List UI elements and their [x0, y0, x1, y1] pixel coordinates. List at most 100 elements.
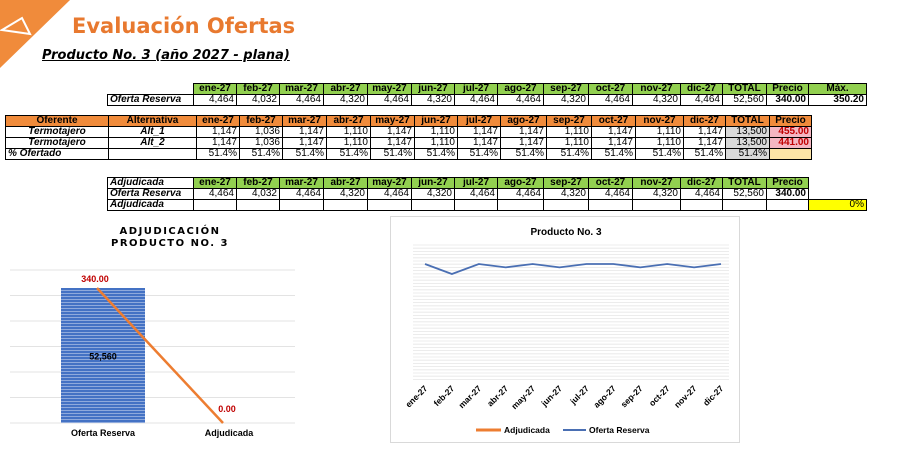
pct-label-cell[interactable]: % Ofertado	[5, 148, 109, 160]
value-cell[interactable]: 1,147	[457, 126, 501, 138]
empty-cell[interactable]	[543, 199, 589, 211]
empty-cell[interactable]	[236, 199, 280, 211]
value-cell[interactable]: 1,147	[370, 126, 415, 138]
precio-cell[interactable]: 441.00	[769, 137, 812, 149]
empty-cell[interactable]	[411, 199, 455, 211]
alternativa-cell[interactable]: Alt_2	[108, 137, 197, 149]
pct-cell[interactable]: 51.4%	[239, 148, 283, 160]
value-cell[interactable]: 4,032	[236, 94, 280, 106]
value-cell[interactable]: 4,320	[632, 94, 681, 106]
producto-chart-frame: Producto No. 3 ene-27 feb-27 mar-27 abr-27 ma…	[390, 216, 740, 443]
value-cell[interactable]: 4,464	[680, 94, 723, 106]
value-cell[interactable]: 1,147	[500, 126, 547, 138]
empty-cell[interactable]	[722, 199, 767, 211]
value-cell[interactable]: 4,464	[588, 188, 633, 200]
adjudicada-table: Adjudicada ene-27 feb-27 mar-27 abr-27 m…	[107, 177, 867, 211]
value-cell[interactable]: 1,110	[635, 126, 684, 138]
pct-cell[interactable]: 51.4%	[457, 148, 501, 160]
value-cell[interactable]: 1,110	[635, 137, 684, 149]
value-cell[interactable]: 1,036	[239, 137, 283, 149]
value-cell[interactable]: 4,464	[454, 188, 498, 200]
value-cell[interactable]: 4,032	[236, 188, 280, 200]
row-label[interactable]: Oferta Reserva	[107, 188, 194, 200]
value-cell[interactable]: 4,320	[411, 94, 455, 106]
value-cell[interactable]: 1,147	[683, 137, 726, 149]
empty-cell[interactable]	[766, 199, 809, 211]
value-cell[interactable]: 1,110	[414, 137, 458, 149]
value-cell[interactable]: 4,320	[543, 188, 589, 200]
alternativa-cell[interactable]: Alt_1	[108, 126, 197, 138]
value-cell[interactable]: 1,110	[326, 126, 371, 138]
row-label[interactable]: Adjudicada	[107, 199, 194, 211]
pct-total-cell[interactable]: 51.4%	[725, 148, 770, 160]
value-cell[interactable]: 4,320	[632, 188, 681, 200]
precio-cell[interactable]: 340.00	[766, 188, 809, 200]
pct-cell[interactable]: 51.4%	[546, 148, 592, 160]
max-cell[interactable]: 350.20	[808, 94, 867, 106]
value-cell[interactable]: 4,320	[323, 94, 368, 106]
empty-cell[interactable]	[454, 199, 498, 211]
value-cell[interactable]: 1,147	[500, 137, 547, 149]
value-cell[interactable]: 4,464	[279, 188, 324, 200]
empty-cell[interactable]	[367, 199, 412, 211]
empty-cell[interactable]	[588, 199, 633, 211]
value-cell[interactable]: 1,147	[683, 126, 726, 138]
value-cell[interactable]: 1,110	[414, 126, 458, 138]
oferente-cell[interactable]: Termotajero	[5, 137, 109, 149]
value-cell[interactable]: 1,147	[196, 126, 240, 138]
pct-cell[interactable]: 51.4%	[370, 148, 415, 160]
pct-cell[interactable]: 0%	[808, 199, 867, 211]
value-cell[interactable]: 4,464	[193, 188, 237, 200]
oferente-cell[interactable]: Termotajero	[5, 126, 109, 138]
month-header: jul-27	[454, 83, 498, 95]
value-cell[interactable]: 1,147	[370, 137, 415, 149]
total-cell[interactable]: 52,560	[722, 94, 767, 106]
value-cell[interactable]: 1,147	[591, 126, 636, 138]
pct-cell[interactable]: 51.4%	[635, 148, 684, 160]
empty-cell[interactable]	[497, 199, 544, 211]
pct-cell[interactable]: 51.4%	[591, 148, 636, 160]
total-cell[interactable]: 52,560	[722, 188, 767, 200]
empty-cell[interactable]	[279, 199, 324, 211]
precio-cell[interactable]: 340.00	[766, 94, 809, 106]
total-cell[interactable]: 13,500	[725, 126, 770, 138]
row-label[interactable]: Oferta Reserva	[107, 94, 194, 106]
value-cell[interactable]: 1,147	[196, 137, 240, 149]
value-cell[interactable]: 4,320	[543, 94, 589, 106]
value-cell[interactable]: 4,464	[279, 94, 324, 106]
value-cell[interactable]: 1,110	[326, 137, 371, 149]
value-cell[interactable]: 4,320	[323, 188, 368, 200]
precio-cell[interactable]: 455.00	[769, 126, 812, 138]
total-cell[interactable]: 13,500	[725, 137, 770, 149]
blank-cell	[809, 189, 867, 200]
value-cell[interactable]: 4,464	[193, 94, 237, 106]
value-cell[interactable]: 4,464	[454, 94, 498, 106]
pct-cell[interactable]: 51.4%	[500, 148, 547, 160]
value-cell[interactable]: 1,110	[546, 137, 592, 149]
value-cell[interactable]: 4,464	[367, 94, 412, 106]
value-cell[interactable]: 4,464	[367, 188, 412, 200]
empty-cell[interactable]	[193, 199, 237, 211]
value-cell[interactable]: 1,147	[457, 137, 501, 149]
pct-cell[interactable]: 51.4%	[282, 148, 327, 160]
value-cell[interactable]: 1,147	[282, 126, 327, 138]
value-cell[interactable]: 4,464	[680, 188, 723, 200]
value-cell[interactable]: 4,464	[497, 94, 544, 106]
value-cell[interactable]: 4,320	[411, 188, 455, 200]
month-header: oct-27	[588, 83, 633, 95]
value-cell[interactable]: 4,464	[497, 188, 544, 200]
pct-cell[interactable]: 51.4%	[326, 148, 371, 160]
value-cell[interactable]: 4,464	[588, 94, 633, 106]
value-cell[interactable]: 1,110	[546, 126, 592, 138]
pct-cell[interactable]: 51.4%	[196, 148, 240, 160]
value-cell[interactable]: 1,036	[239, 126, 283, 138]
pct-cell[interactable]: 51.4%	[683, 148, 726, 160]
empty-cell[interactable]	[632, 199, 681, 211]
empty-cell[interactable]	[769, 148, 812, 160]
value-cell[interactable]: 1,147	[282, 137, 327, 149]
pct-cell[interactable]: 51.4%	[414, 148, 458, 160]
empty-cell[interactable]	[323, 199, 368, 211]
empty-cell[interactable]	[108, 148, 197, 160]
empty-cell[interactable]	[680, 199, 723, 211]
value-cell[interactable]: 1,147	[591, 137, 636, 149]
